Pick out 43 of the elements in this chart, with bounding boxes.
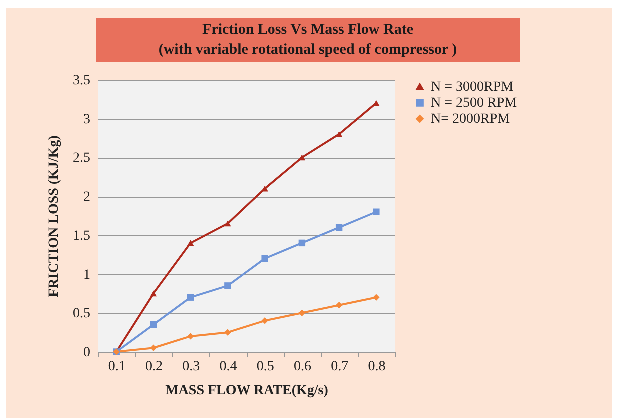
point — [373, 100, 380, 106]
chart-title: Friction Loss Vs Mass Flow Rate — [202, 21, 414, 40]
x-tick-label: 0.2 — [145, 360, 163, 374]
x-tick-label: 0.8 — [368, 360, 386, 374]
point — [298, 240, 306, 247]
y-tick-label: 1.5 — [73, 228, 90, 244]
point — [262, 318, 268, 324]
y-tick-label: 2.5 — [73, 151, 90, 166]
point — [224, 329, 232, 336]
y-tick-label: 3 — [84, 112, 90, 128]
legend-label: N= 2000RPM — [431, 112, 511, 127]
point — [373, 294, 380, 301]
x-tick-label: 0.5 — [256, 360, 274, 374]
point — [187, 240, 194, 246]
x-tick-label: 0.3 — [182, 360, 200, 374]
y-tick-label: 0 — [84, 346, 90, 360]
point — [336, 131, 343, 138]
y-tick-label: 3.5 — [73, 74, 90, 88]
point — [262, 186, 268, 192]
legend-label: N = 2500 RPM — [431, 96, 518, 111]
point — [187, 294, 194, 301]
x-tick-label: 0.7 — [331, 360, 349, 374]
x-tick-label: 0.6 — [294, 360, 312, 374]
chart-subtitle: (with variable rotational speed of compressor ) — [158, 41, 458, 60]
point — [187, 333, 194, 340]
y-axis-title: FRICTION LOSS (KJ/Kg) — [47, 135, 62, 298]
point — [224, 220, 232, 227]
y-tick-label: 0.5 — [73, 306, 90, 322]
point — [298, 310, 306, 316]
point — [150, 344, 158, 352]
y-tick-label: 2 — [84, 190, 90, 206]
point — [336, 224, 343, 232]
point — [262, 255, 268, 262]
point — [150, 321, 158, 328]
point — [150, 290, 158, 297]
y-tick-label: 1 — [84, 268, 90, 283]
point — [373, 208, 380, 216]
point — [224, 282, 232, 290]
legend-label: N = 3000RPM — [431, 80, 514, 95]
x-tick-label: 0.1 — [108, 360, 126, 374]
point — [336, 302, 343, 309]
x-axis-title: MASS FLOW RATE(Kg/s) — [166, 384, 329, 398]
x-tick-label: 0.4 — [220, 360, 238, 374]
